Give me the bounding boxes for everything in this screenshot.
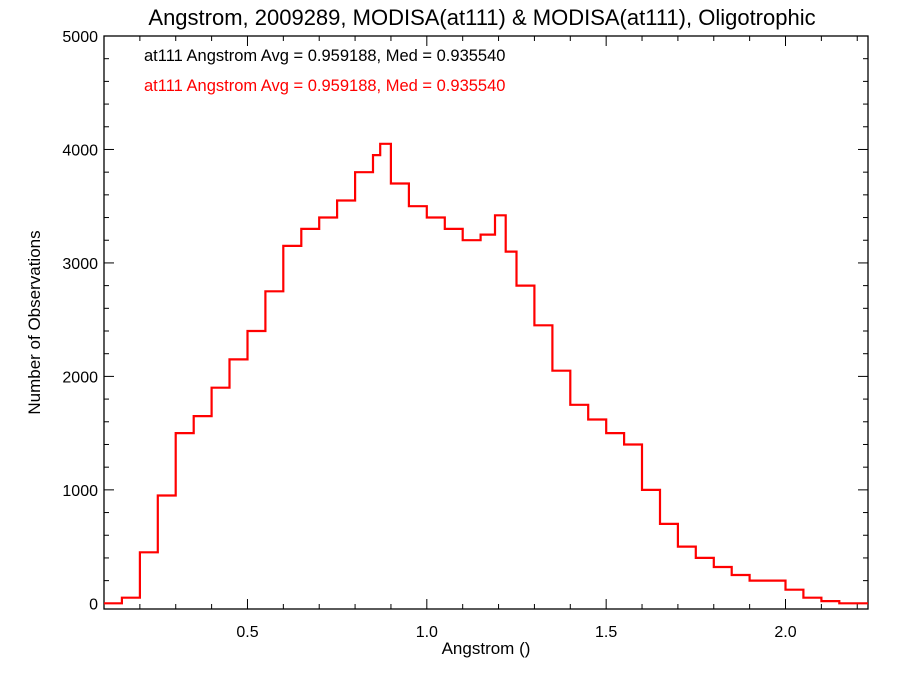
legend-entry: at111 Angstrom Avg = 0.959188, Med = 0.9… <box>144 77 505 95</box>
y-tick-label: 3000 <box>62 256 98 273</box>
y-tick-label: 0 <box>89 596 98 613</box>
y-axis-ticks: 0 1000 2000 3000 4000 5000 <box>62 29 868 613</box>
x-tick-label: 1.5 <box>595 624 617 641</box>
histogram-series <box>104 142 868 605</box>
x-tick-label: 2.0 <box>774 624 796 641</box>
legend: at111 Angstrom Avg = 0.959188, Med = 0.9… <box>144 47 505 95</box>
y-tick-label: 4000 <box>62 142 98 159</box>
chart-title: Angstrom, 2009289, MODISA(at111) & MODIS… <box>148 5 815 30</box>
plot-frame <box>103 35 869 610</box>
legend-entry: at111 Angstrom Avg = 0.959188, Med = 0.9… <box>144 47 505 65</box>
x-tick-label: 1.0 <box>416 624 438 641</box>
x-tick-label: 0.5 <box>236 624 258 641</box>
x-axis-ticks: 0.5 1.0 1.5 2.0 <box>103 36 858 641</box>
y-tick-label: 5000 <box>62 29 98 46</box>
y-tick-label: 2000 <box>62 369 98 386</box>
histogram-series-line <box>104 142 868 605</box>
x-axis-label: Angstrom () <box>442 639 531 658</box>
y-axis-label: Number of Observations <box>25 230 44 414</box>
y-tick-label: 1000 <box>62 483 98 500</box>
